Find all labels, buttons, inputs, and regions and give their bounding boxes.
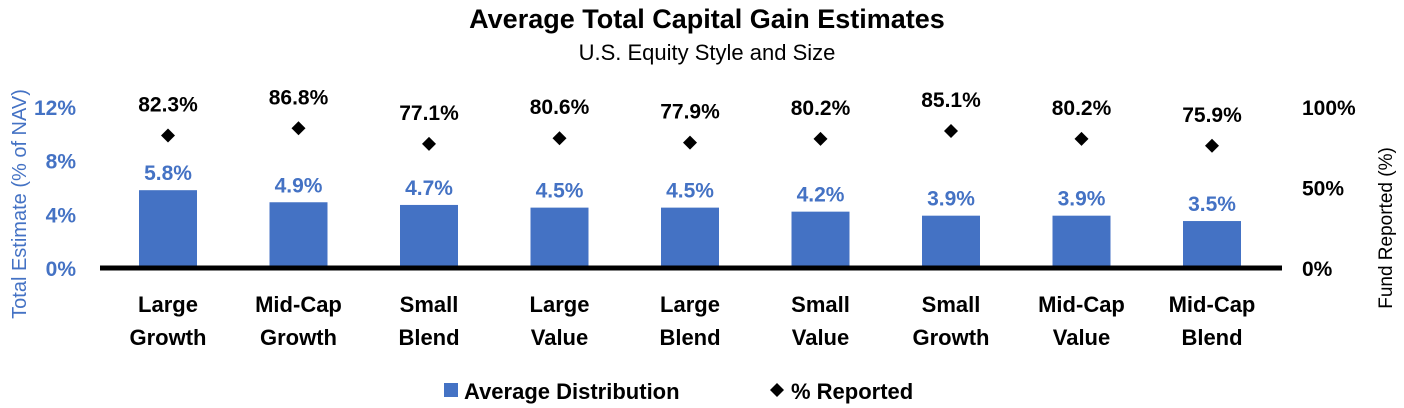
bar — [791, 211, 850, 268]
percent-reported-label: 86.8% — [269, 86, 329, 109]
legend-marker-label: % Reported — [791, 379, 913, 404]
percent-reported-label: 85.1% — [921, 89, 981, 112]
y-axis-right-ticks: 0% 50% 100% — [1302, 97, 1356, 281]
x-tick-label: Mid-Cap — [1169, 292, 1256, 317]
x-tick-label: Small — [400, 292, 459, 317]
diamond-marker — [944, 123, 958, 138]
y-tick-left: 4% — [46, 204, 77, 227]
bar-series: 5.8% 4.9% 4.7% 4.5% 4.5% 4.2% 3.9% 3.9% 3.5% — [139, 162, 1241, 268]
y-tick-right: 0% — [1302, 258, 1333, 281]
bar — [400, 204, 458, 268]
chart-title: Average Total Capital Gain Estimates — [469, 4, 945, 34]
diamond-marker — [161, 128, 175, 143]
bar-value-label: 4.2% — [797, 184, 845, 207]
y-tick-left: 8% — [46, 151, 77, 174]
x-tick-label: Large — [530, 292, 590, 317]
chart-subtitle: U.S. Equity Style and Size — [579, 40, 836, 65]
x-axis-categories: Large Growth Mid-Cap Growth Small Blend Large V… — [130, 292, 1256, 350]
diamond-marker — [291, 121, 306, 136]
y-tick-left: 12% — [34, 97, 76, 120]
x-tick-label: Growth — [130, 325, 207, 350]
bar-value-label: 5.8% — [144, 162, 192, 185]
x-tick-label: Small — [791, 292, 850, 317]
x-tick-label: Value — [792, 325, 849, 350]
percent-reported-label: 80.2% — [1052, 97, 1112, 120]
y-axis-left-label: Total Estimate (% of NAV) — [9, 89, 31, 319]
percent-reported-label: 82.3% — [138, 93, 198, 116]
x-tick-label: Blend — [659, 325, 720, 350]
bar — [1052, 215, 1111, 268]
diamond-marker — [813, 131, 828, 146]
y-axis-left-ticks: 0% 4% 8% 12% — [34, 97, 76, 281]
marker-series: 82.3% 86.8% 77.1% 80.6% 77.9% 80.2% 85.1% 80.2%… — [138, 86, 1242, 153]
bar — [661, 207, 719, 268]
x-tick-label: Growth — [913, 325, 990, 350]
x-tick-label: Blend — [1181, 325, 1242, 350]
bar-value-label: 3.5% — [1188, 193, 1236, 216]
bar — [922, 215, 980, 268]
x-tick-label: Growth — [260, 325, 337, 350]
percent-reported-label: 80.2% — [791, 97, 851, 120]
y-tick-right: 50% — [1302, 178, 1344, 201]
bar-value-label: 3.9% — [1058, 188, 1106, 211]
y-axis-right-label: Fund Reported (%) — [1376, 147, 1397, 309]
x-tick-label: Value — [531, 325, 588, 350]
diamond-marker — [1205, 138, 1219, 153]
bar-value-label: 3.9% — [927, 188, 975, 211]
diamond-marker — [552, 131, 567, 146]
bar-value-label: 4.5% — [666, 180, 714, 203]
legend-bar-label: Average Distribution — [464, 379, 680, 404]
bar — [530, 207, 589, 268]
bar-value-label: 4.9% — [275, 174, 323, 197]
diamond-marker — [422, 136, 436, 151]
x-tick-label: Mid-Cap — [1038, 292, 1125, 317]
legend-diamond-icon — [770, 383, 784, 397]
diamond-marker — [1074, 131, 1089, 146]
diamond-marker — [683, 135, 697, 150]
x-tick-label: Large — [138, 292, 198, 317]
bar-value-label: 4.7% — [405, 177, 453, 200]
x-tick-label: Small — [922, 292, 981, 317]
percent-reported-label: 77.1% — [399, 102, 459, 125]
percent-reported-label: 77.9% — [660, 101, 720, 124]
percent-reported-label: 80.6% — [530, 96, 590, 119]
bar — [139, 190, 197, 268]
bar — [1183, 221, 1241, 268]
legend: Average Distribution % Reported — [444, 379, 913, 404]
x-tick-label: Large — [660, 292, 720, 317]
x-tick-label: Mid-Cap — [255, 292, 342, 317]
x-tick-label: Blend — [398, 325, 459, 350]
bar-value-label: 4.5% — [536, 180, 584, 203]
percent-reported-label: 75.9% — [1182, 104, 1242, 127]
x-tick-label: Value — [1053, 325, 1110, 350]
legend-bar-swatch — [444, 383, 458, 397]
y-tick-left: 0% — [46, 258, 77, 281]
y-tick-right: 100% — [1302, 97, 1356, 120]
bar — [269, 202, 328, 268]
